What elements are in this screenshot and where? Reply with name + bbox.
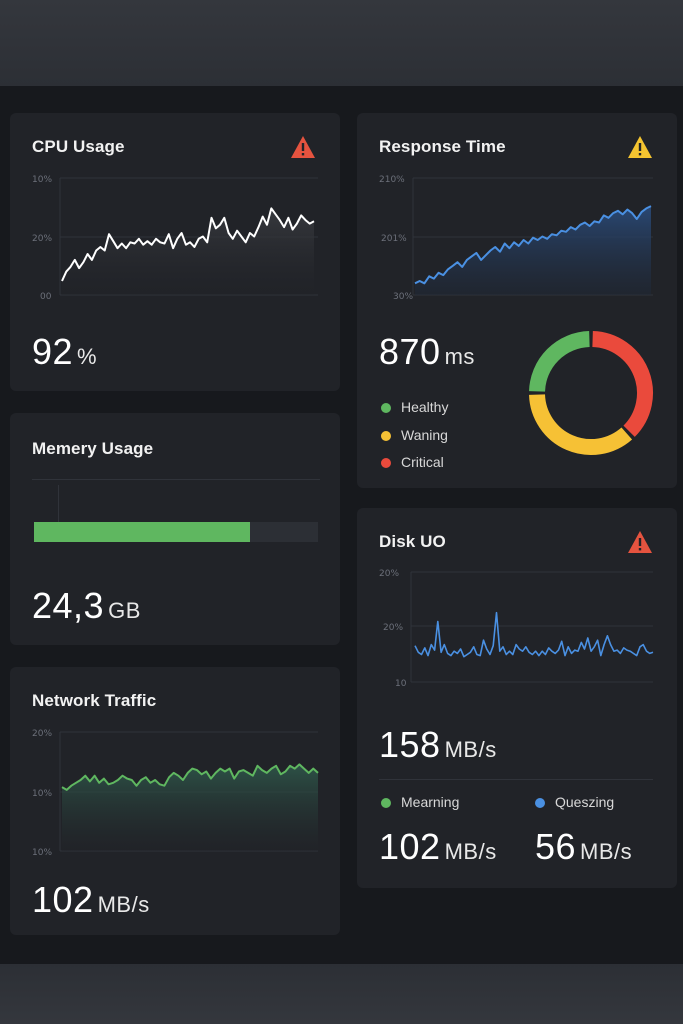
- donut-slice-waning: [529, 394, 633, 455]
- memory-usage-title: Memery Usage: [32, 439, 154, 458]
- cpu-usage-card[interactable]: CPU Usage 10% 20% 00 92%: [10, 113, 340, 391]
- y-tick-label: 10%: [32, 848, 52, 858]
- disk-value-number: 158: [379, 724, 441, 765]
- y-tick-label: 20%: [383, 623, 403, 633]
- legend-dot: [381, 431, 391, 441]
- donut-slice-healthy: [529, 331, 590, 392]
- legend-item-queszing: Queszing: [535, 794, 614, 810]
- disk-value-unit: MB/s: [444, 737, 497, 762]
- legend-dot: [381, 798, 391, 808]
- network-traffic-title: Network Traffic: [32, 691, 157, 710]
- cpu-usage-chart: 10% 20% 00: [32, 175, 318, 302]
- cpu-usage-value: 92%: [32, 331, 97, 373]
- cpu-usage-title: CPU Usage: [32, 137, 125, 156]
- legend-item-warning: Waning: [381, 427, 448, 443]
- y-tick-label: 20%: [32, 729, 52, 739]
- network-traffic-chart: 20% 10% 10%: [32, 729, 319, 858]
- memory-usage-card[interactable]: Memery Usage 24,3 GB: [10, 413, 340, 645]
- series-line: [61, 763, 319, 791]
- legend-label: Waning: [401, 427, 448, 443]
- memory-usage-value: 24,3 GB: [32, 585, 141, 627]
- warning-icon[interactable]: [627, 530, 653, 554]
- network-traffic-card[interactable]: Network Traffic 20% 10% 10% 102 MB/s: [10, 667, 340, 935]
- cpu-value-number: 92: [32, 331, 74, 372]
- legend-label: Mearning: [401, 794, 460, 810]
- disk-io-chart: 20% 20% 10: [379, 569, 654, 689]
- response-value-number: 870: [379, 331, 441, 372]
- series-line: [414, 611, 654, 658]
- memory-axis: [58, 485, 59, 523]
- legend-label: Queszing: [555, 794, 615, 810]
- memory-divider: [32, 479, 320, 480]
- memory-value-unit: GB: [108, 598, 141, 623]
- cpu-value-unit: %: [77, 344, 98, 369]
- warning-icon[interactable]: [627, 135, 653, 159]
- donut-slice-critical: [592, 331, 653, 437]
- series-line: [61, 207, 315, 282]
- disk-read-value: 102 MB/s: [379, 826, 497, 868]
- disk-io-card[interactable]: Disk UO 20% 20% 10 158 MB/s Mearning Ques…: [357, 508, 677, 888]
- donut-group: [529, 331, 653, 455]
- response-time-title: Response Time: [379, 137, 506, 156]
- y-tick-label: 210%: [379, 175, 405, 185]
- legend-dot: [535, 798, 545, 808]
- legend-label: Critical: [401, 454, 444, 470]
- legend-item-healthy: Healthy: [381, 399, 448, 415]
- series-area: [62, 764, 318, 851]
- response-donut-chart: [529, 331, 653, 455]
- response-time-chart: 210% 201% 30%: [379, 175, 653, 302]
- memory-progress-track: [34, 522, 318, 542]
- legend-label: Healthy: [401, 399, 449, 415]
- response-time-card[interactable]: Response Time 210% 201% 30% 870 ms Health…: [357, 113, 677, 488]
- disk-read-unit: MB/s: [444, 839, 497, 864]
- series-line: [414, 205, 652, 285]
- network-value-number: 102: [32, 879, 94, 920]
- series-area: [415, 206, 651, 295]
- y-tick-label: 20%: [379, 569, 399, 579]
- y-tick-label: 201%: [381, 234, 407, 244]
- y-tick-label: 20%: [32, 234, 52, 244]
- warning-icon[interactable]: [290, 135, 316, 159]
- response-time-value: 870 ms: [379, 331, 475, 373]
- disk-io-title: Disk UO: [379, 532, 446, 551]
- disk-io-value: 158 MB/s: [379, 724, 497, 766]
- network-traffic-value: 102 MB/s: [32, 879, 150, 921]
- network-value-unit: MB/s: [97, 892, 150, 917]
- disk-write-value: 56 MB/s: [535, 826, 632, 868]
- legend-dot: [381, 458, 391, 468]
- disk-read-number: 102: [379, 826, 441, 867]
- memory-value-number: 24,3: [32, 585, 105, 626]
- y-tick-label: 10%: [32, 789, 52, 799]
- chart-grid: [410, 571, 653, 683]
- y-tick-label: 30%: [393, 292, 413, 302]
- disk-write-number: 56: [535, 826, 577, 867]
- disk-write-unit: MB/s: [580, 839, 633, 864]
- y-tick-label: 10%: [32, 175, 52, 185]
- disk-divider: [379, 779, 653, 780]
- y-tick-label: 10: [395, 679, 407, 689]
- memory-progress-fill: [34, 522, 250, 542]
- legend-item-mearning: Mearning: [381, 794, 459, 810]
- response-value-unit: ms: [444, 344, 475, 369]
- top-band: [0, 0, 683, 86]
- series-area: [62, 208, 314, 295]
- legend-item-critical: Critical: [381, 454, 444, 470]
- legend-dot: [381, 403, 391, 413]
- bottom-band: [0, 964, 683, 1024]
- y-tick-label: 00: [40, 292, 52, 302]
